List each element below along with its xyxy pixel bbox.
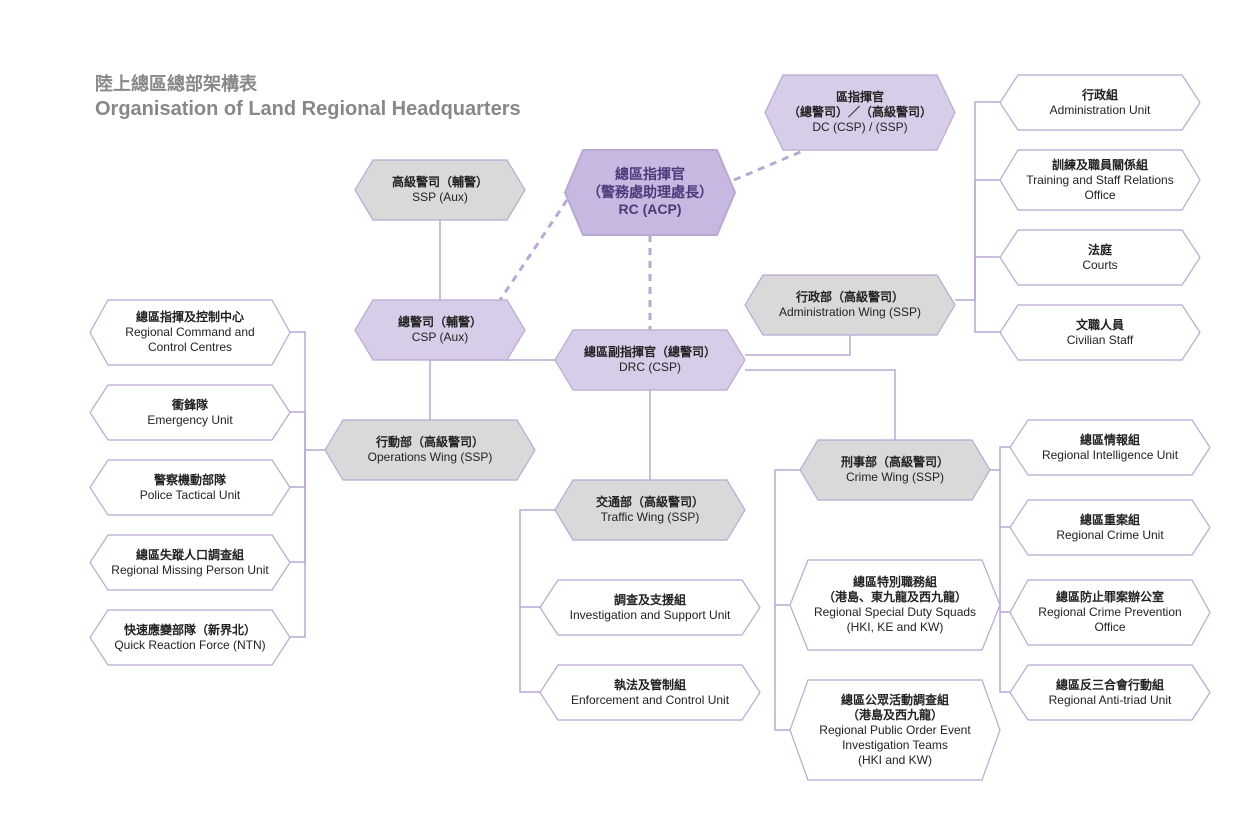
node-label-zh: 調查及支援組 — [614, 593, 686, 608]
node-label-zh: 行動部（高級警司） — [376, 435, 484, 450]
node-train_staff: 訓練及職員關係組Training and Staff Relations Off… — [1000, 150, 1200, 210]
node-label-zh: 總區失蹤人口調查組 — [136, 548, 244, 563]
node-ssp_aux: 高級警司（輔警）SSP (Aux) — [355, 160, 525, 220]
node-label-en: DC (CSP) / (SSP) — [812, 120, 907, 135]
node-label-en: Regional Crime Prevention Office — [1038, 605, 1181, 635]
node-label-zh: 總區防止罪案辦公室 — [1056, 590, 1164, 605]
node-label-en: Courts — [1082, 258, 1117, 273]
node-rccc: 總區指揮及控制中心Regional Command and Control Ce… — [90, 300, 290, 365]
node-label-zh: 總警司（輔警） — [398, 315, 482, 330]
node-qrf: 快速應變部隊（新界北）Quick Reaction Force (NTN) — [90, 610, 290, 665]
node-label-en: Crime Wing (SSP) — [846, 470, 944, 485]
node-label-en: Operations Wing (SSP) — [368, 450, 493, 465]
node-riu: 總區情報組Regional Intelligence Unit — [1010, 420, 1210, 475]
node-label-zh: 警察機動部隊 — [154, 473, 226, 488]
node-label-en: Quick Reaction Force (NTN) — [114, 638, 265, 653]
node-label-zh: 區指揮官 （總警司）／（高級警司） — [788, 90, 932, 120]
node-label-zh: 衝鋒隊 — [172, 398, 208, 413]
node-label-en: Regional Command and Control Centres — [125, 325, 254, 355]
node-rsds: 總區特別職務組 （港島、東九龍及西九龍）Regional Special Dut… — [790, 560, 1000, 650]
node-civ_staff: 文職人員Civilian Staff — [1000, 305, 1200, 360]
node-label-zh: 文職人員 — [1076, 318, 1124, 333]
node-rcu: 總區重案組Regional Crime Unit — [1010, 500, 1210, 555]
node-rmpu: 總區失蹤人口調查組Regional Missing Person Unit — [90, 535, 290, 590]
node-label-en: SSP (Aux) — [412, 190, 468, 205]
node-drc: 總區副指揮官（總警司）DRC (CSP) — [555, 330, 745, 390]
node-ops_wing: 行動部（高級警司）Operations Wing (SSP) — [325, 420, 535, 480]
node-label-zh: 總區指揮及控制中心 — [136, 310, 244, 325]
node-isu: 調查及支援組Investigation and Support Unit — [540, 580, 760, 635]
node-rcpo: 總區防止罪案辦公室Regional Crime Prevention Offic… — [1010, 580, 1210, 645]
node-rpoe: 總區公眾活動調查組 （港島及西九龍）Regional Public Order … — [790, 680, 1000, 780]
node-label-en: Training and Staff Relations Office — [1010, 173, 1190, 203]
node-rc: 總區指揮官 （警務處助理處長）RC (ACP) — [565, 150, 735, 235]
node-label-en: Police Tactical Unit — [140, 488, 241, 503]
node-label-en: Regional Crime Unit — [1056, 528, 1163, 543]
node-label-en: Emergency Unit — [147, 413, 232, 428]
node-label-zh: 法庭 — [1088, 243, 1112, 258]
node-label-zh: 總區指揮官 （警務處助理處長） — [587, 166, 713, 201]
node-label-en: Regional Anti-triad Unit — [1049, 693, 1172, 708]
node-ecu: 執法及管制組Enforcement and Control Unit — [540, 665, 760, 720]
node-label-zh: 高級警司（輔警） — [392, 175, 488, 190]
node-label-zh: 總區副指揮官（總警司） — [584, 345, 716, 360]
node-dc: 區指揮官 （總警司）／（高級警司）DC (CSP) / (SSP) — [765, 75, 955, 150]
node-label-en: Regional Missing Person Unit — [111, 563, 268, 578]
node-label-zh: 總區重案組 — [1080, 513, 1140, 528]
node-label-zh: 行政部（高級警司） — [796, 290, 904, 305]
node-label-en: Regional Intelligence Unit — [1042, 448, 1178, 463]
node-label-zh: 交通部（高級警司） — [596, 495, 704, 510]
node-label-zh: 總區反三合會行動組 — [1056, 678, 1164, 693]
node-label-en: Regional Public Order Event Investigatio… — [819, 723, 970, 768]
node-label-zh: 刑事部（高級警司） — [841, 455, 949, 470]
node-label-zh: 訓練及職員關係組 — [1052, 158, 1148, 173]
node-label-zh: 快速應變部隊（新界北） — [124, 623, 256, 638]
title-en: Organisation of Land Regional Headquarte… — [95, 98, 521, 121]
node-eu: 衝鋒隊Emergency Unit — [90, 385, 290, 440]
node-label-en: RC (ACP) — [619, 201, 682, 219]
node-label-en: DRC (CSP) — [619, 360, 681, 375]
node-label-en: Civilian Staff — [1067, 333, 1133, 348]
node-label-zh: 總區特別職務組 （港島、東九龍及西九龍） — [823, 575, 967, 605]
node-admin_unit: 行政組Administration Unit — [1000, 75, 1200, 130]
node-label-zh: 行政組 — [1082, 88, 1118, 103]
node-label-en: Traffic Wing (SSP) — [601, 510, 700, 525]
node-label-en: Regional Special Duty Squads (HKI, KE an… — [814, 605, 976, 635]
node-label-en: Administration Unit — [1050, 103, 1151, 118]
node-label-zh: 總區公眾活動調查組 （港島及西九龍） — [841, 693, 949, 723]
node-courts: 法庭Courts — [1000, 230, 1200, 285]
node-ratu: 總區反三合會行動組Regional Anti-triad Unit — [1010, 665, 1210, 720]
node-label-zh: 執法及管制組 — [614, 678, 686, 693]
page-title: 陸上總區總部架構表 Organisation of Land Regional … — [95, 70, 521, 121]
node-label-en: Enforcement and Control Unit — [571, 693, 729, 708]
node-traffic: 交通部（高級警司）Traffic Wing (SSP) — [555, 480, 745, 540]
node-label-en: CSP (Aux) — [412, 330, 468, 345]
node-label-en: Investigation and Support Unit — [570, 608, 731, 623]
node-csp_aux: 總警司（輔警）CSP (Aux) — [355, 300, 525, 360]
node-ptu: 警察機動部隊Police Tactical Unit — [90, 460, 290, 515]
node-label-en: Administration Wing (SSP) — [779, 305, 921, 320]
node-crime: 刑事部（高級警司）Crime Wing (SSP) — [800, 440, 990, 500]
title-zh: 陸上總區總部架構表 — [95, 70, 521, 96]
node-adm_wing: 行政部（高級警司）Administration Wing (SSP) — [745, 275, 955, 335]
node-label-zh: 總區情報組 — [1080, 433, 1140, 448]
